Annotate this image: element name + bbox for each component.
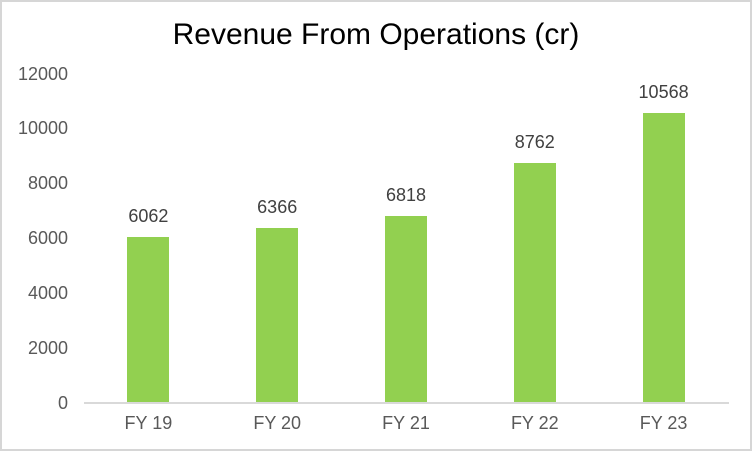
x-axis-category-label: FY 20 bbox=[253, 413, 302, 433]
bar-fy-19 bbox=[127, 236, 170, 403]
bar-value-label: 10568 bbox=[638, 82, 689, 103]
y-axis-tick-label: 8000 bbox=[27, 173, 68, 194]
bar-fy-21 bbox=[385, 216, 427, 403]
x-axis-category-label: FY 22 bbox=[510, 413, 559, 433]
y-axis-tick-label: 2000 bbox=[27, 337, 68, 358]
bar-value-label: 6366 bbox=[257, 197, 298, 218]
bar-fy-23 bbox=[642, 113, 685, 403]
x-axis-category-label: FY 19 bbox=[124, 413, 173, 433]
y-axis-tick-label: 10000 bbox=[17, 118, 68, 139]
y-axis-tick-label: 6000 bbox=[27, 228, 68, 248]
bar-value-label: 8762 bbox=[514, 131, 555, 152]
chart-title: Revenue From Operations (cr) bbox=[172, 18, 580, 51]
bar-fy-22 bbox=[513, 162, 556, 403]
x-axis-category-label: FY 21 bbox=[382, 413, 430, 433]
y-axis-tick-label: 12000 bbox=[17, 63, 68, 84]
y-axis-tick-label: 4000 bbox=[27, 282, 68, 303]
y-axis-tick-label: 0 bbox=[57, 392, 68, 413]
x-axis-line bbox=[84, 402, 729, 404]
x-axis-category-label: FY 23 bbox=[639, 413, 688, 433]
bar-fy-20 bbox=[256, 228, 299, 403]
bar-value-label: 6062 bbox=[128, 205, 169, 226]
bar-value-label: 6818 bbox=[385, 185, 427, 206]
